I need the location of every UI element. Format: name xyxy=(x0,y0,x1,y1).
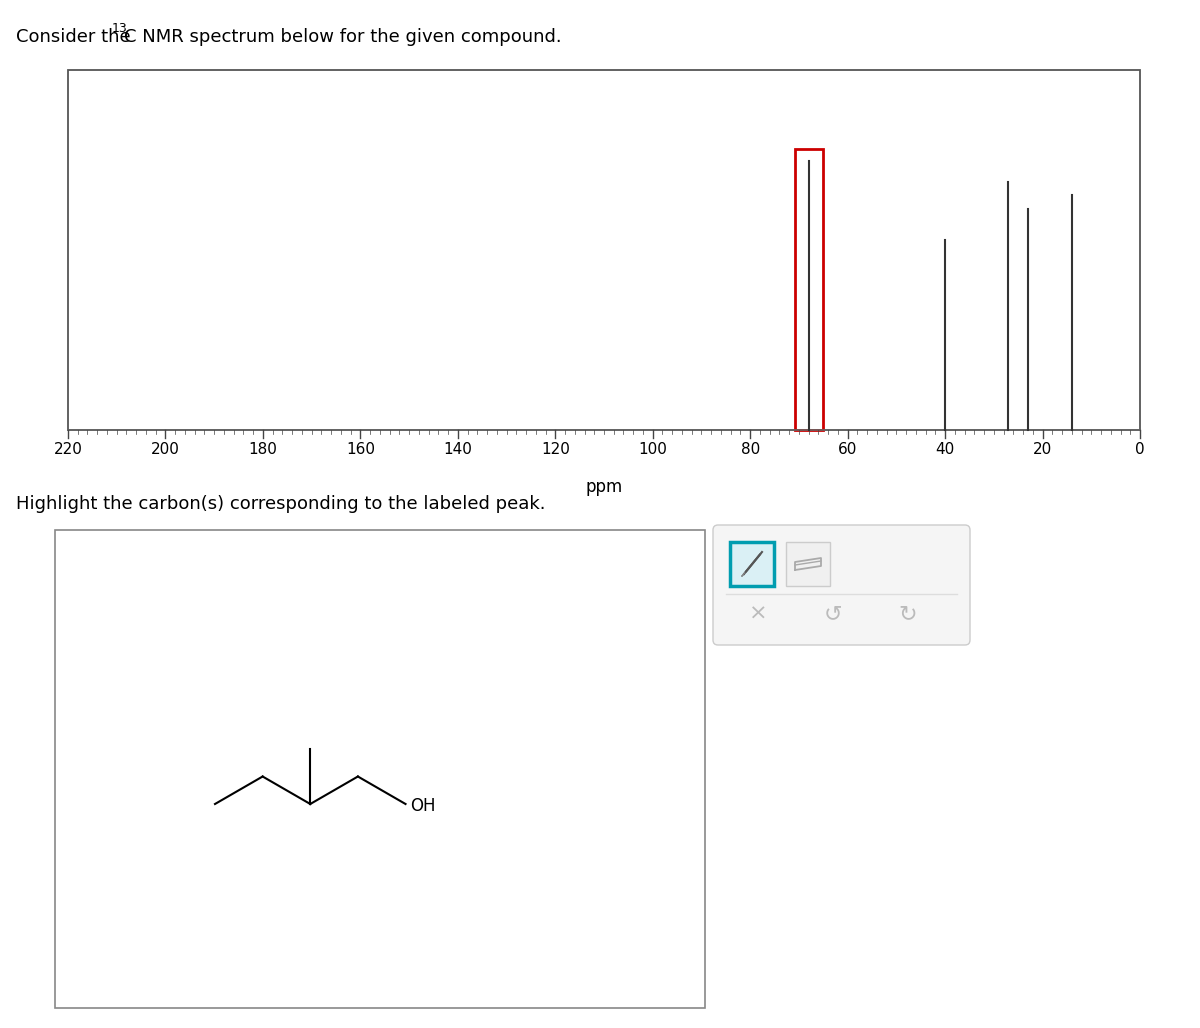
Text: 160: 160 xyxy=(346,442,374,457)
Bar xyxy=(730,542,774,586)
Text: 0: 0 xyxy=(1135,442,1145,457)
Text: ×: × xyxy=(749,604,767,624)
Text: Highlight the carbon(s) corresponding to the labeled peak.: Highlight the carbon(s) corresponding to… xyxy=(16,495,546,513)
Text: 100: 100 xyxy=(638,442,667,457)
Text: 13: 13 xyxy=(112,22,127,35)
Bar xyxy=(68,70,1140,430)
Bar xyxy=(794,149,823,430)
Text: 20: 20 xyxy=(1033,442,1052,457)
Text: 120: 120 xyxy=(541,442,570,457)
Bar xyxy=(55,530,706,1008)
FancyBboxPatch shape xyxy=(713,525,970,645)
Text: 200: 200 xyxy=(151,442,180,457)
Text: 180: 180 xyxy=(248,442,277,457)
Text: OH: OH xyxy=(410,797,436,815)
Bar xyxy=(786,542,830,586)
Text: C NMR spectrum below for the given compound.: C NMR spectrum below for the given compo… xyxy=(124,28,562,46)
Text: ppm: ppm xyxy=(586,478,623,495)
Text: 220: 220 xyxy=(54,442,83,457)
Text: 140: 140 xyxy=(443,442,473,457)
Text: 80: 80 xyxy=(740,442,760,457)
Text: ↻: ↻ xyxy=(899,604,917,624)
Text: 60: 60 xyxy=(838,442,857,457)
Text: ↺: ↺ xyxy=(823,604,842,624)
Text: 40: 40 xyxy=(936,442,955,457)
Text: Consider the: Consider the xyxy=(16,28,137,46)
